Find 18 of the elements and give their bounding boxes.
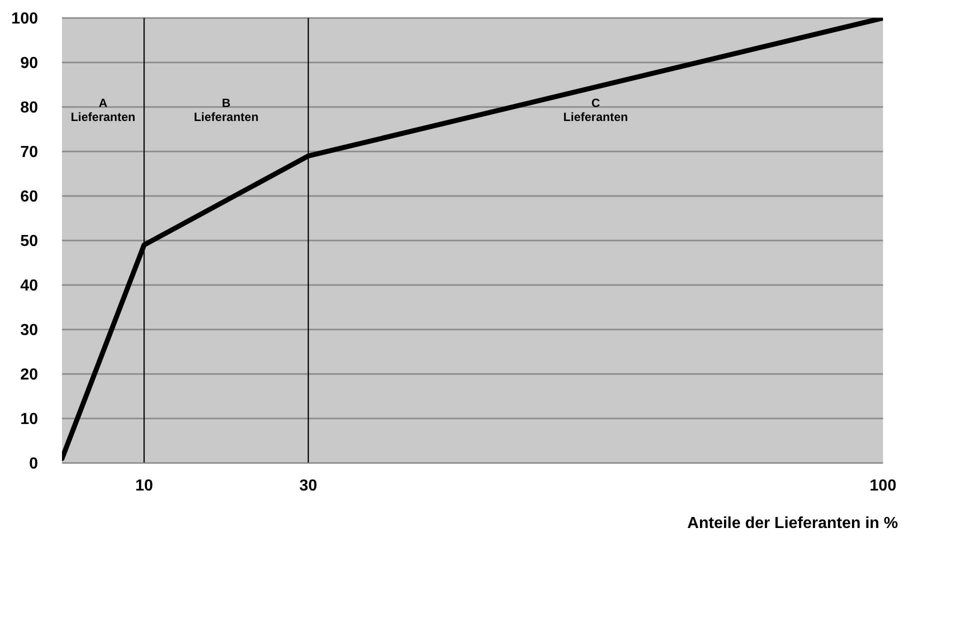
y-tick-label: 80: [20, 100, 38, 117]
y-tick-label: 70: [20, 144, 38, 162]
x-tick-label: 30: [299, 477, 318, 494]
y-tick-label: 10: [20, 411, 38, 428]
y-tick-label: 30: [20, 322, 38, 340]
annotation: A Lieferanten: [70, 96, 136, 124]
y-tick-label: 60: [20, 188, 38, 206]
annotation: C Lieferanten: [563, 96, 628, 124]
x-tick-label: 10: [135, 477, 154, 494]
y-tick-label: 90: [20, 55, 38, 72]
y-tick-label: 0: [29, 456, 38, 473]
x-axis-title: Anteile der Lieferanten in %: [687, 515, 898, 532]
y-tick-label: 50: [20, 233, 38, 250]
annotation: B Lieferanten: [194, 96, 259, 124]
y-tick-label: 20: [20, 366, 38, 384]
x-tick-label: 100: [870, 477, 896, 494]
y-tick-label: 40: [20, 278, 38, 295]
y-tick-label: 100: [11, 10, 38, 28]
